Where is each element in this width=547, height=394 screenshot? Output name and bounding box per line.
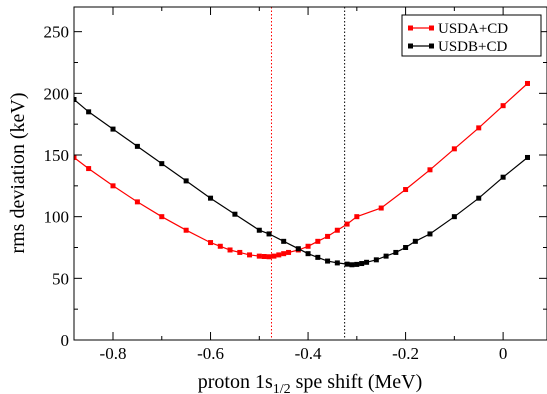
series-line-1 <box>74 99 528 266</box>
data-point <box>334 260 340 266</box>
data-point <box>451 214 457 220</box>
legend-label-usdb: USDB+CD <box>438 39 507 55</box>
data-point <box>86 109 92 115</box>
data-point <box>281 238 287 244</box>
data-point <box>266 254 272 260</box>
legend-marker-usdb <box>408 43 413 49</box>
data-point <box>315 238 321 244</box>
data-point <box>427 231 433 237</box>
plot-area <box>74 7 530 340</box>
data-point <box>276 252 282 258</box>
y-tick-label: 200 <box>44 84 70 103</box>
data-point <box>344 261 350 267</box>
data-point <box>247 252 253 258</box>
data-point <box>476 125 482 131</box>
data-point <box>524 80 530 86</box>
data-point <box>524 154 530 160</box>
x-tick-label: -0.6 <box>197 344 224 363</box>
data-point <box>159 161 165 167</box>
data-point <box>208 240 214 246</box>
data-point <box>281 251 287 257</box>
legend-marker-usda-end <box>429 25 434 31</box>
data-point <box>74 97 77 102</box>
legend-marker-usda <box>408 25 413 31</box>
legend-marker-usdb-end <box>429 43 434 49</box>
x-tick-label: -0.2 <box>392 344 419 363</box>
data-point <box>403 187 409 193</box>
data-point <box>325 258 331 264</box>
data-point <box>110 183 116 189</box>
data-point <box>86 166 92 172</box>
data-point <box>74 154 77 160</box>
data-point <box>232 211 238 217</box>
data-point <box>378 205 384 211</box>
data-point <box>208 195 214 201</box>
data-point <box>373 257 379 263</box>
data-point <box>349 262 355 268</box>
data-point <box>344 221 350 227</box>
series-line-0 <box>74 83 528 258</box>
y-tick-label: 100 <box>44 208 70 227</box>
y-tick-label: 50 <box>52 269 69 288</box>
data-point <box>271 253 277 259</box>
x-axis-label-subscript: 1/2 <box>273 382 291 394</box>
data-point <box>261 254 267 260</box>
data-point <box>286 249 292 255</box>
data-point <box>183 178 189 184</box>
x-tick-label: 0 <box>499 344 508 363</box>
data-point <box>393 249 399 255</box>
data-point <box>134 199 140 205</box>
data-point <box>325 233 331 239</box>
data-point <box>383 253 389 259</box>
data-point <box>256 253 262 259</box>
data-point <box>266 231 272 237</box>
y-tick-label: 0 <box>61 331 70 350</box>
y-tick-label: 150 <box>44 146 70 165</box>
data-point <box>295 246 301 252</box>
data-point <box>217 243 223 249</box>
data-point <box>159 214 165 220</box>
data-point <box>354 261 360 267</box>
data-point <box>134 143 140 149</box>
data-point <box>227 247 233 253</box>
data-point <box>334 227 340 233</box>
data-point <box>427 167 433 173</box>
x-axis-label-main: proton 1s <box>198 371 273 393</box>
data-point <box>183 227 189 233</box>
axis-ticks: -0.8 -0.6 -0.4 -0.2 0 0 50 100 150 200 250 <box>44 7 547 363</box>
data-point <box>500 174 506 180</box>
data-point <box>237 249 243 255</box>
legend: USDA+CD USDB+CD <box>401 14 542 57</box>
legend-box <box>401 14 542 57</box>
data-point <box>476 195 482 201</box>
data-point <box>500 103 506 109</box>
x-tick-label: -0.4 <box>295 344 322 363</box>
x-axis-label: proton 1s1/2 spe shift (MeV) <box>198 371 423 394</box>
y-axis-label: rms deviation (keV) <box>7 92 29 253</box>
y-tick-label: 250 <box>44 23 70 42</box>
data-point <box>359 261 365 267</box>
data-point <box>315 254 321 260</box>
data-point <box>451 146 457 152</box>
data-point <box>403 245 409 250</box>
x-axis-label-rest: spe shift (MeV) <box>291 371 423 393</box>
data-point <box>305 243 311 249</box>
data-point <box>354 214 360 220</box>
x-tick-label: -0.8 <box>100 344 127 363</box>
data-point <box>412 238 418 244</box>
legend-label-usda: USDA+CD <box>438 21 508 37</box>
data-point <box>110 126 116 132</box>
data-point <box>364 259 370 265</box>
data-point <box>305 251 311 257</box>
plot-frame <box>73 6 547 341</box>
data-point <box>256 227 262 233</box>
